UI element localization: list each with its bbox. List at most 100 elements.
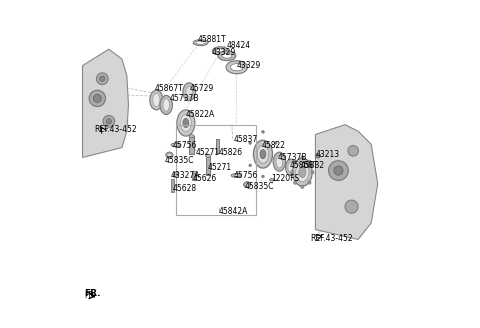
Ellipse shape — [296, 163, 309, 182]
Ellipse shape — [173, 172, 179, 177]
Ellipse shape — [163, 99, 169, 111]
Circle shape — [275, 142, 277, 144]
Ellipse shape — [193, 40, 208, 46]
Ellipse shape — [150, 90, 163, 110]
Ellipse shape — [257, 145, 269, 163]
Circle shape — [293, 160, 297, 163]
Ellipse shape — [273, 152, 286, 171]
Bar — [216, 139, 219, 153]
Ellipse shape — [183, 118, 189, 128]
Circle shape — [103, 115, 115, 127]
Ellipse shape — [196, 41, 205, 44]
Ellipse shape — [292, 158, 312, 186]
Text: 48424: 48424 — [227, 41, 251, 51]
Polygon shape — [83, 49, 129, 157]
Circle shape — [300, 156, 304, 159]
Circle shape — [106, 119, 111, 124]
Ellipse shape — [153, 93, 160, 107]
Ellipse shape — [286, 159, 296, 175]
Ellipse shape — [231, 174, 241, 177]
Ellipse shape — [166, 152, 173, 158]
Text: 45271: 45271 — [196, 148, 220, 157]
Circle shape — [100, 76, 105, 81]
Ellipse shape — [186, 86, 192, 97]
Circle shape — [345, 200, 358, 213]
Text: REF.43-452: REF.43-452 — [311, 234, 353, 243]
Text: 45868T: 45868T — [289, 161, 318, 170]
Text: 45837: 45837 — [233, 135, 258, 144]
Text: 45826: 45826 — [219, 148, 243, 157]
Text: REF.43-452: REF.43-452 — [94, 125, 137, 134]
Ellipse shape — [183, 83, 195, 101]
Circle shape — [300, 185, 304, 189]
Circle shape — [290, 171, 294, 174]
Circle shape — [316, 154, 320, 158]
Text: 1220FS: 1220FS — [271, 174, 300, 183]
Ellipse shape — [276, 155, 283, 168]
Circle shape — [94, 94, 101, 102]
Circle shape — [334, 166, 343, 175]
Text: 45867T: 45867T — [155, 84, 183, 93]
Ellipse shape — [189, 134, 194, 138]
Bar — [205, 156, 211, 175]
Text: 43213: 43213 — [315, 150, 339, 159]
Text: 45842A: 45842A — [219, 207, 248, 216]
Text: 45832: 45832 — [300, 161, 325, 170]
Bar — [171, 179, 174, 192]
Ellipse shape — [192, 171, 196, 174]
Circle shape — [329, 161, 348, 180]
Circle shape — [249, 164, 252, 167]
Circle shape — [311, 171, 314, 174]
Text: 45626: 45626 — [192, 174, 216, 183]
Ellipse shape — [222, 53, 232, 58]
Text: 45822: 45822 — [261, 141, 285, 151]
Ellipse shape — [233, 174, 239, 176]
Text: 45881T: 45881T — [197, 35, 226, 44]
Ellipse shape — [226, 61, 247, 74]
Ellipse shape — [171, 143, 181, 147]
Ellipse shape — [177, 110, 195, 136]
Text: 43329: 43329 — [237, 61, 261, 70]
Circle shape — [348, 146, 359, 156]
Ellipse shape — [216, 49, 225, 53]
Text: 45835C: 45835C — [165, 156, 194, 165]
Circle shape — [89, 90, 106, 107]
Circle shape — [308, 181, 311, 184]
Ellipse shape — [168, 154, 171, 157]
Text: 45737B: 45737B — [278, 153, 307, 162]
Text: 45835C: 45835C — [245, 182, 275, 192]
Text: 45271: 45271 — [207, 163, 231, 172]
Ellipse shape — [180, 114, 192, 132]
Circle shape — [275, 164, 277, 167]
Text: FR.: FR. — [84, 289, 101, 298]
Circle shape — [96, 73, 108, 85]
Text: 45756: 45756 — [173, 141, 197, 151]
Ellipse shape — [205, 154, 211, 157]
Ellipse shape — [218, 51, 236, 61]
Ellipse shape — [213, 47, 228, 55]
Text: 45729: 45729 — [189, 84, 214, 93]
Bar — [192, 173, 196, 180]
Ellipse shape — [299, 167, 306, 178]
Text: 45628: 45628 — [173, 184, 197, 193]
Ellipse shape — [288, 162, 294, 173]
Ellipse shape — [270, 178, 275, 181]
Circle shape — [249, 142, 252, 144]
Ellipse shape — [173, 144, 179, 146]
Polygon shape — [315, 125, 378, 239]
Ellipse shape — [230, 64, 243, 71]
Circle shape — [262, 175, 264, 178]
Text: 45822A: 45822A — [186, 110, 215, 119]
Bar — [189, 136, 194, 154]
Text: 43327A: 43327A — [171, 171, 201, 180]
Ellipse shape — [253, 140, 273, 168]
Text: FR.: FR. — [84, 291, 96, 300]
Ellipse shape — [260, 150, 266, 159]
Ellipse shape — [245, 183, 249, 186]
Circle shape — [308, 160, 311, 163]
Ellipse shape — [160, 95, 172, 114]
Text: 43329: 43329 — [212, 48, 236, 57]
Bar — [176, 125, 256, 215]
Circle shape — [293, 181, 297, 184]
Text: 45737B: 45737B — [169, 94, 199, 103]
